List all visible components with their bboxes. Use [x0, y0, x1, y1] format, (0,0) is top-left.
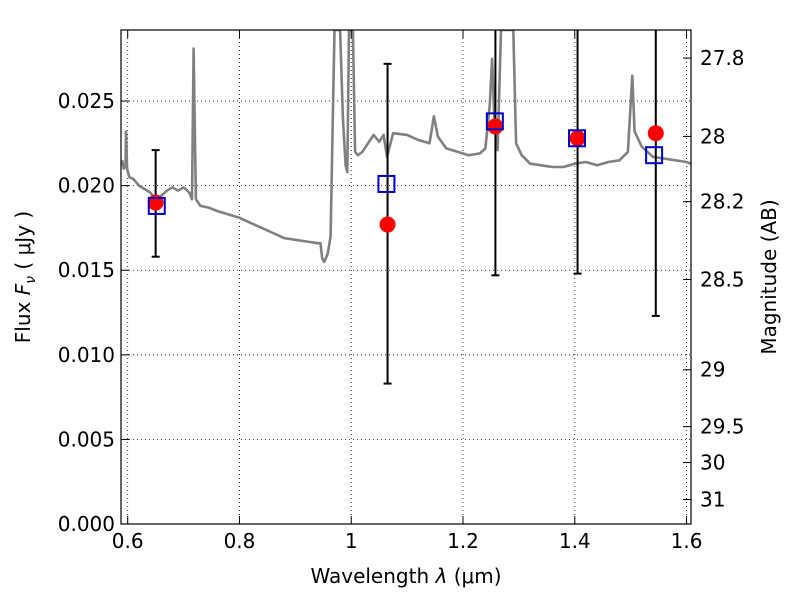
- magnitude-tick-label: 29: [700, 358, 725, 382]
- magnitude-tick-label: 27.8: [700, 46, 745, 70]
- plot-frame: [120, 29, 692, 525]
- model-photometry-point: [485, 112, 504, 131]
- observed-point: [379, 216, 396, 233]
- model-photometry-point: [147, 196, 166, 215]
- model-photometry-series: [147, 112, 664, 215]
- magnitude-tick-labels: 27.8 28 28.2 28.5 29 29.5 30 31: [700, 46, 745, 512]
- magnitude-tick-label: 28: [700, 124, 725, 148]
- y-tick-label: 0.015: [58, 258, 115, 282]
- model-photometry-point: [645, 146, 664, 165]
- x-tick-label: 1.2: [447, 529, 479, 553]
- magnitude-tick-label: 29.5: [700, 415, 745, 439]
- y-tick-label: 0.025: [58, 89, 115, 113]
- observed-point: [647, 125, 664, 142]
- y-tick-labels: 0.000 0.005 0.010 0.015 0.020 0.025: [58, 89, 115, 536]
- observed-error-bars: [151, 30, 660, 385]
- x-tick-label: 0.8: [224, 529, 256, 553]
- y-tick-label: 0.010: [58, 343, 115, 367]
- model-spectrum-series: [121, 30, 691, 264]
- x-tick-label: 1: [345, 529, 358, 553]
- model-photometry-point: [568, 129, 586, 148]
- x-tick-label: 0.6: [112, 529, 144, 553]
- x-tick-labels: 0.6 0.8 1 1.2 1.4 1.6: [112, 529, 703, 553]
- observed-point: [569, 130, 586, 147]
- magnitude-tick-label: 31: [700, 488, 725, 512]
- y-tick-label: 0.000: [58, 512, 115, 536]
- x-axis-label: Wavelength λ (μm): [310, 564, 501, 588]
- grid-lines: [121, 30, 691, 525]
- model-spectrum-line: [121, 30, 691, 264]
- magnitude-axis-label: Magnitude (AB): [757, 199, 781, 354]
- model-photometry-point: [377, 174, 396, 193]
- y-axis-label: Flux Fν ( μJy ): [11, 211, 39, 343]
- magnitude-tick-label: 28.2: [700, 190, 745, 214]
- magnitude-tick-label: 28.5: [700, 267, 745, 291]
- magnitude-tick-label: 30: [700, 451, 725, 475]
- x-tick-label: 1.4: [559, 529, 591, 553]
- x-tick-label: 1.6: [671, 529, 703, 553]
- observed-point: [487, 118, 504, 135]
- axis-ticks: [121, 30, 691, 525]
- y-tick-label: 0.020: [58, 174, 115, 198]
- y-tick-label: 0.005: [58, 427, 115, 451]
